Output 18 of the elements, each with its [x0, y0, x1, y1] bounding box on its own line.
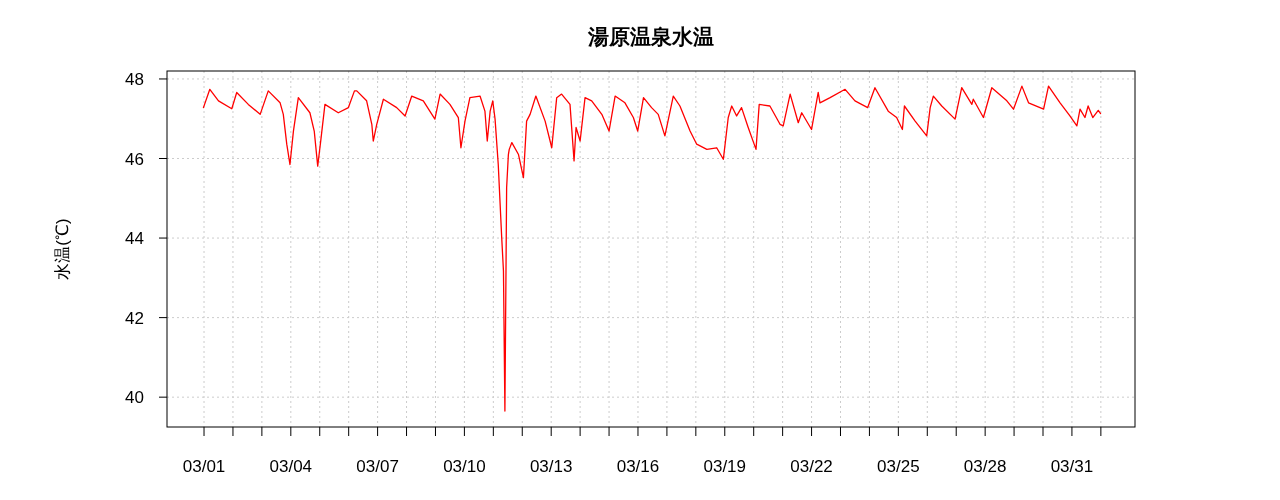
y-axis-title: 水温(℃) — [53, 218, 72, 280]
y-tick-label: 46 — [125, 149, 144, 169]
x-tick-label: 03/25 — [877, 457, 920, 476]
y-tick-label: 48 — [125, 69, 144, 89]
y-tick-label: 40 — [125, 388, 144, 408]
x-tick-label: 03/01 — [182, 457, 226, 476]
y-tick-label: 44 — [125, 229, 144, 249]
x-tick-label: 03/04 — [269, 457, 313, 476]
x-tick-label: 03/19 — [703, 457, 747, 476]
x-tick-label: 03/16 — [616, 457, 660, 476]
y-tick-label: 42 — [125, 308, 144, 328]
x-tick-label: 03/13 — [529, 457, 573, 476]
x-tick-label: 03/22 — [790, 457, 833, 476]
x-tick-label: 03/07 — [356, 457, 399, 476]
x-tick-label: 03/28 — [963, 457, 1007, 476]
chart-title: 湯原温泉水温 — [587, 25, 714, 48]
x-tick-label: 03/10 — [443, 457, 486, 476]
x-tick-label: 03/31 — [1050, 457, 1094, 476]
